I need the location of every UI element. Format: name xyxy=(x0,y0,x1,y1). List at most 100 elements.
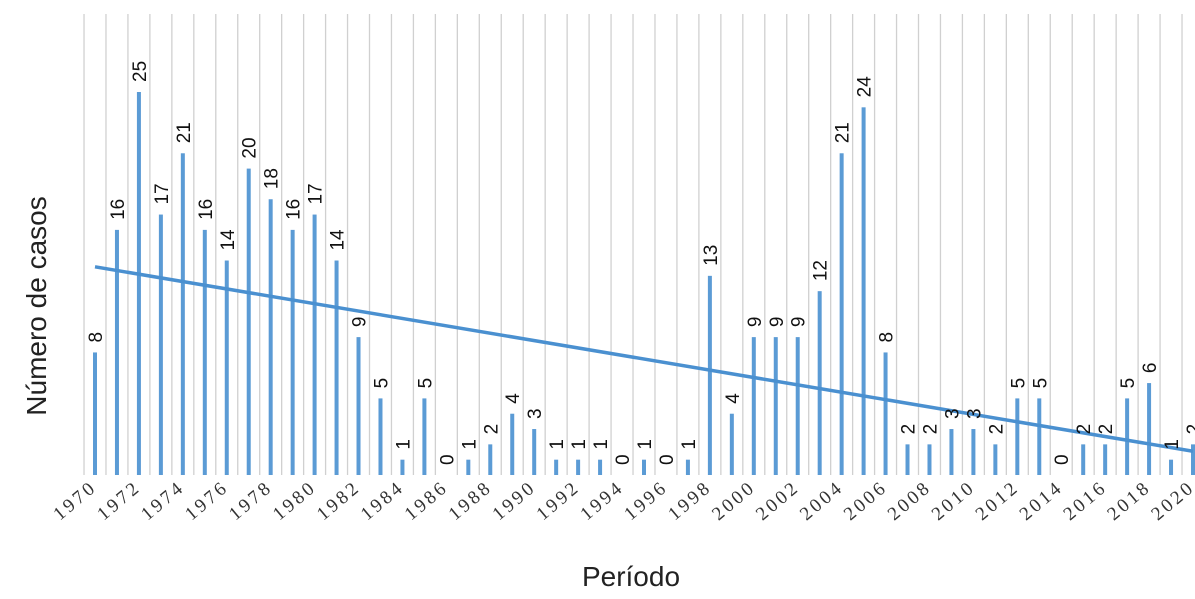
data-label-1978: 18 xyxy=(262,168,283,189)
data-label-1994: 0 xyxy=(613,454,634,465)
bar-1988 xyxy=(488,444,493,475)
data-label-1989: 4 xyxy=(503,393,524,404)
x-tick-1986: 1986 xyxy=(401,477,453,525)
data-label-2002: 9 xyxy=(789,317,810,328)
data-label-2008: 2 xyxy=(920,424,941,435)
data-label-1971: 16 xyxy=(108,199,129,220)
data-label-1981: 14 xyxy=(328,229,349,251)
bar-1993 xyxy=(598,459,603,475)
bar-2016 xyxy=(1103,444,1108,475)
x-tick-1980: 1980 xyxy=(269,477,321,525)
data-label-1999: 4 xyxy=(723,393,744,404)
x-tick-1998: 1998 xyxy=(664,477,716,525)
bar-2018 xyxy=(1147,383,1152,475)
bar-2006 xyxy=(883,352,888,475)
bar-2004 xyxy=(839,153,844,475)
data-label-1985: 5 xyxy=(415,378,436,389)
y-axis-title: Número de casos xyxy=(21,196,52,415)
bar-2008 xyxy=(927,444,932,475)
x-tick-1992: 1992 xyxy=(533,477,585,525)
x-tick-1976: 1976 xyxy=(181,477,233,525)
bar-2015 xyxy=(1081,444,1086,475)
bar-1979 xyxy=(290,229,295,475)
data-label-2007: 2 xyxy=(899,424,920,435)
x-tick-1990: 1990 xyxy=(489,477,541,525)
data-label-1996: 0 xyxy=(657,454,678,465)
data-label-2015: 2 xyxy=(1074,424,1095,435)
bar-1984 xyxy=(400,459,405,475)
bar-1981 xyxy=(334,260,339,475)
bar-2002 xyxy=(795,337,800,475)
data-label-2006: 8 xyxy=(877,332,898,343)
data-label-1970: 8 xyxy=(86,332,107,343)
bar-1990 xyxy=(532,429,537,475)
bar-1980 xyxy=(312,214,317,475)
x-tick-2000: 2000 xyxy=(708,477,760,525)
bar-1975 xyxy=(202,229,207,475)
x-tick-2010: 2010 xyxy=(928,477,980,525)
data-label-1986: 0 xyxy=(437,454,458,465)
bar-2012 xyxy=(1015,398,1020,475)
data-label-1975: 16 xyxy=(196,199,217,220)
data-label-2017: 5 xyxy=(1118,378,1139,389)
x-tick-2018: 2018 xyxy=(1103,477,1155,525)
data-label-1972: 25 xyxy=(130,61,151,82)
x-tick-2016: 2016 xyxy=(1060,477,1112,525)
gridlines xyxy=(83,14,1183,475)
data-label-1982: 9 xyxy=(350,317,371,328)
data-label-2016: 2 xyxy=(1096,424,1117,435)
data-label-2009: 3 xyxy=(942,408,963,419)
x-tick-1978: 1978 xyxy=(225,477,277,525)
x-tick-1982: 1982 xyxy=(313,477,365,525)
x-tick-2008: 2008 xyxy=(884,477,936,525)
data-label-1990: 3 xyxy=(525,408,546,419)
x-tick-2014: 2014 xyxy=(1016,477,1068,525)
bar-2013 xyxy=(1037,398,1042,475)
x-tick-1988: 1988 xyxy=(445,477,497,525)
bar-1998 xyxy=(707,275,712,475)
bar-1997 xyxy=(685,459,690,475)
x-tick-2006: 2006 xyxy=(840,477,892,525)
x-tick-2002: 2002 xyxy=(752,477,804,525)
bar-1995 xyxy=(642,459,646,475)
bar-1974 xyxy=(180,153,185,475)
x-tick-1994: 1994 xyxy=(576,477,628,525)
data-label-2001: 9 xyxy=(767,317,788,328)
x-tick-2020: 2020 xyxy=(1147,477,1195,525)
data-label-1973: 17 xyxy=(152,183,173,204)
x-axis-ticks: 1970197219741976197819801982198419861988… xyxy=(49,477,1195,525)
bar-2009 xyxy=(949,429,954,475)
bar-2007 xyxy=(905,444,910,475)
data-label-2013: 5 xyxy=(1030,378,1051,389)
bar-1972 xyxy=(136,92,141,475)
bar-1970 xyxy=(93,352,97,475)
bar-1982 xyxy=(356,337,361,475)
x-tick-1974: 1974 xyxy=(137,477,189,525)
bar-1987 xyxy=(466,459,471,475)
x-axis-title: Período xyxy=(582,561,680,592)
bar-1976 xyxy=(224,260,229,475)
bar-1977 xyxy=(246,168,251,475)
bar-1973 xyxy=(158,214,163,475)
data-label-1998: 13 xyxy=(701,245,722,266)
x-tick-1996: 1996 xyxy=(620,477,672,525)
linear-trendline xyxy=(94,265,1194,454)
bar-1991 xyxy=(554,459,559,475)
data-label-2011: 2 xyxy=(986,424,1007,435)
bar-1985 xyxy=(422,398,427,475)
bar-1999 xyxy=(729,413,734,475)
data-label-1995: 1 xyxy=(635,439,656,450)
data-label-1988: 2 xyxy=(481,424,502,435)
trendline xyxy=(94,265,1194,454)
data-label-2020: 2 xyxy=(1184,424,1195,435)
data-label-1974: 21 xyxy=(174,122,195,143)
bar-2019 xyxy=(1169,459,1174,475)
x-tick-1970: 1970 xyxy=(49,477,101,525)
data-label-1991: 1 xyxy=(547,439,568,450)
data-label-1983: 5 xyxy=(371,378,392,389)
bar-1992 xyxy=(576,459,581,475)
data-label-2003: 12 xyxy=(811,260,832,281)
bar-2017 xyxy=(1125,398,1130,475)
